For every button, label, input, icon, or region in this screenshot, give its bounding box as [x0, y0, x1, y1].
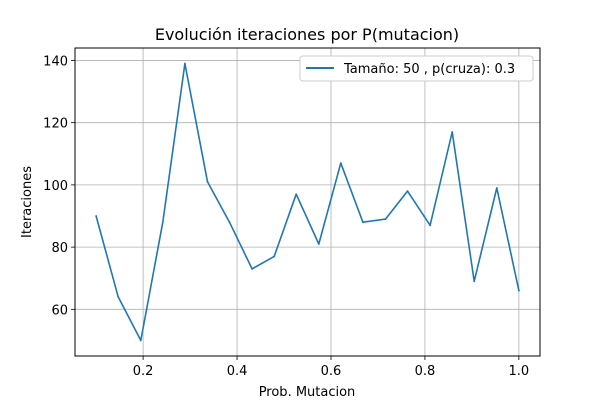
series-line	[95, 62, 520, 342]
data-point	[251, 267, 253, 270]
data-point	[206, 180, 209, 183]
x-tick-label: 0.6	[321, 364, 342, 379]
data-point	[117, 295, 120, 298]
x-axis: 0.2 0.4 0.6 0.8 1.0	[133, 356, 529, 379]
data-point	[95, 215, 98, 217]
y-tick-label: 140	[43, 54, 68, 69]
data-point	[429, 224, 431, 227]
data-point	[384, 218, 387, 221]
x-tick-label: 0.2	[133, 364, 154, 379]
data-point	[473, 280, 476, 283]
data-point	[451, 131, 454, 133]
plot-frame	[74, 47, 541, 357]
data-point	[362, 221, 364, 224]
data-point	[317, 243, 320, 245]
y-tick-label: 120	[43, 117, 68, 132]
y-axis-label: Iteraciones	[20, 166, 35, 238]
series-layer	[95, 62, 520, 342]
legend-box	[299, 55, 534, 82]
data-point	[495, 187, 498, 189]
y-tick-label: 100	[43, 179, 68, 194]
y-tick-label: 60	[51, 303, 68, 318]
data-point	[228, 221, 231, 224]
y-tick-label: 80	[51, 241, 68, 256]
x-tick-label: 0.4	[227, 364, 248, 379]
data-point	[406, 190, 409, 193]
x-tick-label: 1.0	[509, 364, 530, 379]
legend: Tamaño: 50 , p(cruza): 0.3	[299, 55, 534, 82]
data-point	[139, 339, 142, 342]
data-point	[273, 255, 276, 258]
x-axis-label: Prob. Mutacion	[259, 385, 356, 400]
data-point	[517, 289, 520, 292]
data-point	[161, 221, 164, 224]
y-axis: 60 80 100 120 140	[43, 54, 75, 318]
legend-label: Tamaño: 50 , p(cruza): 0.3	[343, 62, 515, 77]
data-point	[295, 193, 298, 196]
chart-title: Evolución iteraciones por P(mutacion)	[155, 25, 459, 44]
x-tick-label: 0.8	[415, 364, 436, 379]
data-point	[339, 162, 342, 165]
data-point	[184, 62, 186, 65]
